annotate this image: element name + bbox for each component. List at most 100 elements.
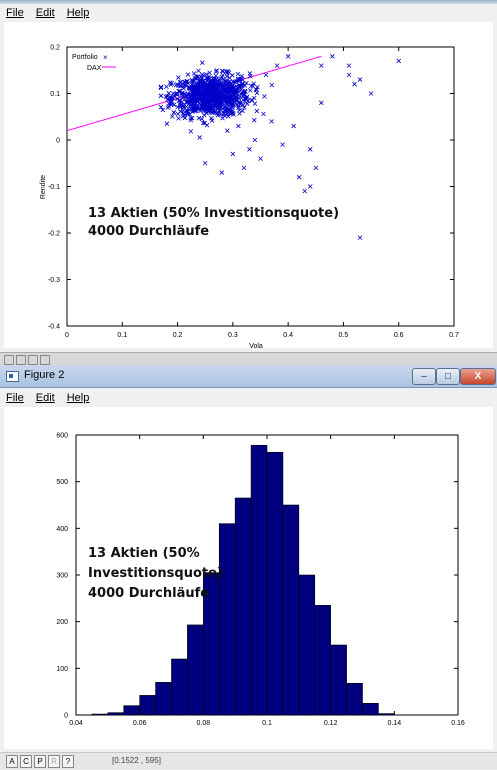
axis-ticks: 0 0.1 0.2 0.3 0.4 0.5 0.6 0.7 0.2 0.1 0 -0.1 -0.2 -0.… xyxy=(48,45,459,340)
portfolio-point xyxy=(200,60,205,65)
y-tick-label: 0 xyxy=(64,713,68,720)
x-tick-label: 0.14 xyxy=(388,720,402,727)
portfolio-point xyxy=(357,235,363,240)
histogram-bar xyxy=(187,624,204,716)
portfolio-point xyxy=(216,77,222,83)
legend-portfolio-marker: × xyxy=(103,53,108,62)
portfolio-point xyxy=(241,105,247,110)
portfolio-point xyxy=(330,54,335,59)
portfolio-point xyxy=(220,91,225,97)
portfolio-point xyxy=(237,111,242,116)
status-button-a[interactable]: A xyxy=(6,755,18,768)
portfolio-point xyxy=(217,93,222,99)
portfolio-point xyxy=(254,108,260,114)
status-button-p[interactable]: P xyxy=(34,755,46,768)
portfolio-point xyxy=(234,94,239,99)
portfolio-point xyxy=(199,116,205,122)
portfolio-point xyxy=(251,81,257,87)
portfolio-point xyxy=(346,63,352,68)
portfolio-point xyxy=(202,90,208,95)
cursor-coordinates: [0.1522 , 595] xyxy=(112,756,161,765)
portfolio-point xyxy=(191,89,197,95)
portfolio-point xyxy=(219,170,225,175)
menu-help[interactable]: Help xyxy=(66,392,90,404)
portfolio-point xyxy=(226,86,232,92)
y-tick-label: 200 xyxy=(56,619,68,626)
annotation-line-3: 4000 Durchläufe xyxy=(88,586,209,601)
portfolio-point xyxy=(207,88,213,94)
window-top-edge xyxy=(0,0,497,4)
figure1-window: File Edit Help 0 0.1 0.2 0.3 0.4 0.5 0.6 0.7 0.2… xyxy=(0,0,497,352)
menu-edit[interactable]: Edit xyxy=(35,392,55,404)
portfolio-point xyxy=(199,85,204,91)
annotation-line-1: 13 Aktien (50% Investitionsquote) xyxy=(88,206,339,221)
portfolio-point xyxy=(189,115,195,121)
portfolio-point xyxy=(228,81,233,87)
status-button-r[interactable]: R xyxy=(48,755,60,768)
portfolio-point xyxy=(346,72,352,78)
portfolio-point xyxy=(255,84,260,90)
portfolio-point xyxy=(225,82,230,88)
title-bar[interactable]: Figure 2 – □ X xyxy=(0,365,497,388)
portfolio-point xyxy=(243,89,248,95)
portfolio-point xyxy=(222,94,228,100)
portfolio-point xyxy=(166,90,172,96)
portfolio-point xyxy=(368,91,374,96)
portfolio-point xyxy=(185,111,190,116)
portfolio-point xyxy=(169,99,175,104)
maximize-button[interactable]: □ xyxy=(436,368,460,385)
annotation-line-2: 4000 Durchläufe xyxy=(88,224,209,239)
portfolio-point xyxy=(177,79,183,85)
x-tick-label: 0.1 xyxy=(262,720,272,727)
histogram-bar xyxy=(171,658,188,716)
portfolio-point xyxy=(176,116,181,121)
x-tick-label: 0.16 xyxy=(451,720,465,727)
portfolio-point xyxy=(222,86,228,92)
figure2-window: Figure 2 – □ X File Edit Help 0.04 0.06 0.… xyxy=(0,365,497,770)
menu-help[interactable]: Help xyxy=(66,7,90,19)
portfolio-point xyxy=(201,112,207,118)
portfolio-point xyxy=(236,103,241,109)
histogram-bar xyxy=(107,712,125,716)
menu-file[interactable]: File xyxy=(6,392,24,404)
portfolio-point xyxy=(176,75,181,80)
portfolio-point xyxy=(307,184,313,189)
portfolio-point xyxy=(180,90,185,96)
portfolio-point xyxy=(213,73,219,78)
close-button[interactable]: X xyxy=(460,368,496,385)
y-tick-label: -0.3 xyxy=(48,277,60,284)
x-tick-label: 0.1 xyxy=(117,332,127,339)
menu-edit[interactable]: Edit xyxy=(35,7,55,19)
x-tick-label: 0.5 xyxy=(339,332,349,339)
portfolio-point xyxy=(185,72,191,77)
portfolio-point xyxy=(225,128,230,133)
portfolio-point xyxy=(170,114,175,119)
portfolio-point xyxy=(242,91,247,97)
y-tick-label: 600 xyxy=(56,433,68,440)
portfolio-point xyxy=(262,94,267,99)
y-tick-label: 400 xyxy=(56,526,68,533)
x-tick-label: 0 xyxy=(65,332,69,339)
y-tick-label: 0.1 xyxy=(50,91,60,98)
portfolio-point xyxy=(296,174,302,180)
status-button-help[interactable]: ? xyxy=(62,755,74,768)
menu-file[interactable]: File xyxy=(6,7,24,19)
background-toolbar xyxy=(4,355,50,367)
portfolio-point xyxy=(209,118,215,123)
portfolio-point xyxy=(188,85,193,91)
portfolio-point xyxy=(188,117,194,123)
portfolio-point xyxy=(222,99,227,105)
portfolio-point xyxy=(238,87,244,92)
portfolio-point xyxy=(192,92,198,98)
portfolio-point xyxy=(175,104,180,110)
portfolio-point xyxy=(185,99,191,105)
minimize-button[interactable]: – xyxy=(412,368,436,385)
portfolio-point xyxy=(187,103,193,109)
portfolio-point xyxy=(228,94,234,100)
portfolio-point xyxy=(206,99,211,104)
histogram-bar xyxy=(91,713,109,716)
portfolio-point xyxy=(165,105,171,111)
status-button-c[interactable]: C xyxy=(20,755,32,768)
portfolio-point xyxy=(212,76,217,82)
portfolio-point xyxy=(224,109,229,114)
